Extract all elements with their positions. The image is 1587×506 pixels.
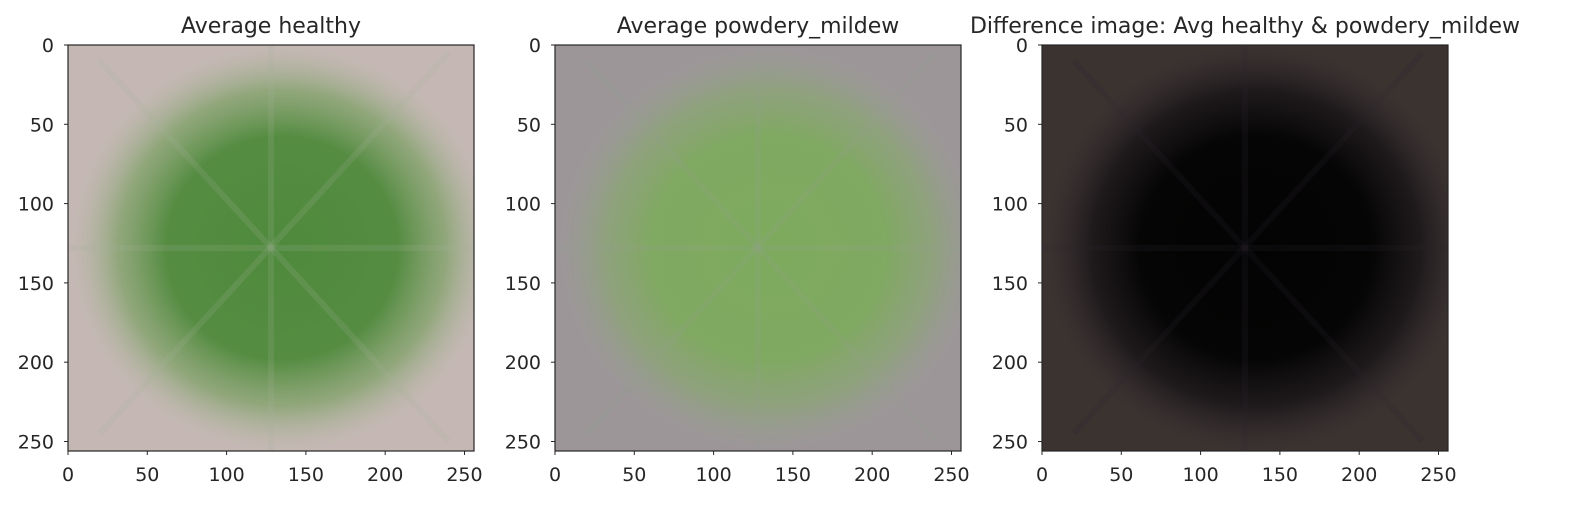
y-tick-label: 250 bbox=[505, 431, 541, 453]
leaf-average bbox=[1045, 45, 1448, 451]
y-tick-label: 200 bbox=[18, 352, 54, 374]
y-tick-label: 50 bbox=[517, 114, 541, 136]
panel-3: Difference image: Avg healthy & powdery_… bbox=[970, 14, 1520, 486]
y-tick-label: 100 bbox=[18, 194, 54, 216]
panel-2: Average powdery_mildew 0 50 100 150 200 250 0 50… bbox=[505, 14, 970, 486]
x-tick-label: 200 bbox=[1341, 464, 1377, 486]
x-tick-label: 50 bbox=[135, 464, 159, 486]
panel-title: Average healthy bbox=[181, 14, 361, 39]
y-tick-label: 0 bbox=[529, 35, 541, 57]
x-tick-label: 250 bbox=[1420, 464, 1456, 486]
panel-1: Average healthy 0 50 100 150 200 250 0 50 100 150 2… bbox=[18, 14, 483, 486]
axes-frame bbox=[67, 44, 475, 452]
x-tick-label: 200 bbox=[854, 464, 890, 486]
y-tick-label: 50 bbox=[30, 114, 54, 136]
y-tick-label: 0 bbox=[42, 35, 54, 57]
blend-streak bbox=[97, 50, 451, 436]
blend-streak bbox=[1071, 50, 1425, 436]
y-tick-label: 150 bbox=[992, 273, 1028, 295]
y-tick-label: 200 bbox=[992, 352, 1028, 374]
x-tick-label: 50 bbox=[1109, 464, 1133, 486]
y-tick-label: 200 bbox=[505, 352, 541, 374]
x-tick-label: 250 bbox=[446, 464, 482, 486]
y-tick-label: 250 bbox=[992, 431, 1028, 453]
y-tick-label: 150 bbox=[18, 273, 54, 295]
x-tick-label: 100 bbox=[208, 464, 244, 486]
blend-streak bbox=[584, 50, 938, 436]
blend-streak bbox=[97, 58, 451, 444]
axes-frame bbox=[1041, 44, 1449, 452]
y-tick-label: 100 bbox=[992, 194, 1028, 216]
y-tick-label: 0 bbox=[1016, 35, 1028, 57]
blend-streak bbox=[1071, 58, 1425, 444]
x-tick-label: 250 bbox=[933, 464, 969, 486]
y-tick-label: 100 bbox=[505, 194, 541, 216]
x-tick-label: 50 bbox=[622, 464, 646, 486]
x-tick-label: 100 bbox=[1182, 464, 1218, 486]
blend-streak bbox=[584, 58, 938, 444]
x-tick-label: 0 bbox=[62, 464, 74, 486]
x-tick-label: 150 bbox=[1262, 464, 1298, 486]
x-tick-label: 150 bbox=[288, 464, 324, 486]
x-tick-label: 150 bbox=[775, 464, 811, 486]
y-tick-label: 250 bbox=[18, 431, 54, 453]
panel-title: Difference image: Avg healthy & powdery_… bbox=[970, 14, 1520, 39]
leaf-average bbox=[71, 45, 474, 451]
panel-title: Average powdery_mildew bbox=[617, 14, 899, 39]
leaf-average bbox=[558, 45, 961, 451]
axes-frame bbox=[554, 44, 962, 452]
y-tick-label: 150 bbox=[505, 273, 541, 295]
x-tick-label: 0 bbox=[549, 464, 561, 486]
y-tick-label: 50 bbox=[1004, 114, 1028, 136]
x-tick-label: 0 bbox=[1036, 464, 1048, 486]
x-tick-label: 100 bbox=[695, 464, 731, 486]
x-tick-label: 200 bbox=[367, 464, 403, 486]
